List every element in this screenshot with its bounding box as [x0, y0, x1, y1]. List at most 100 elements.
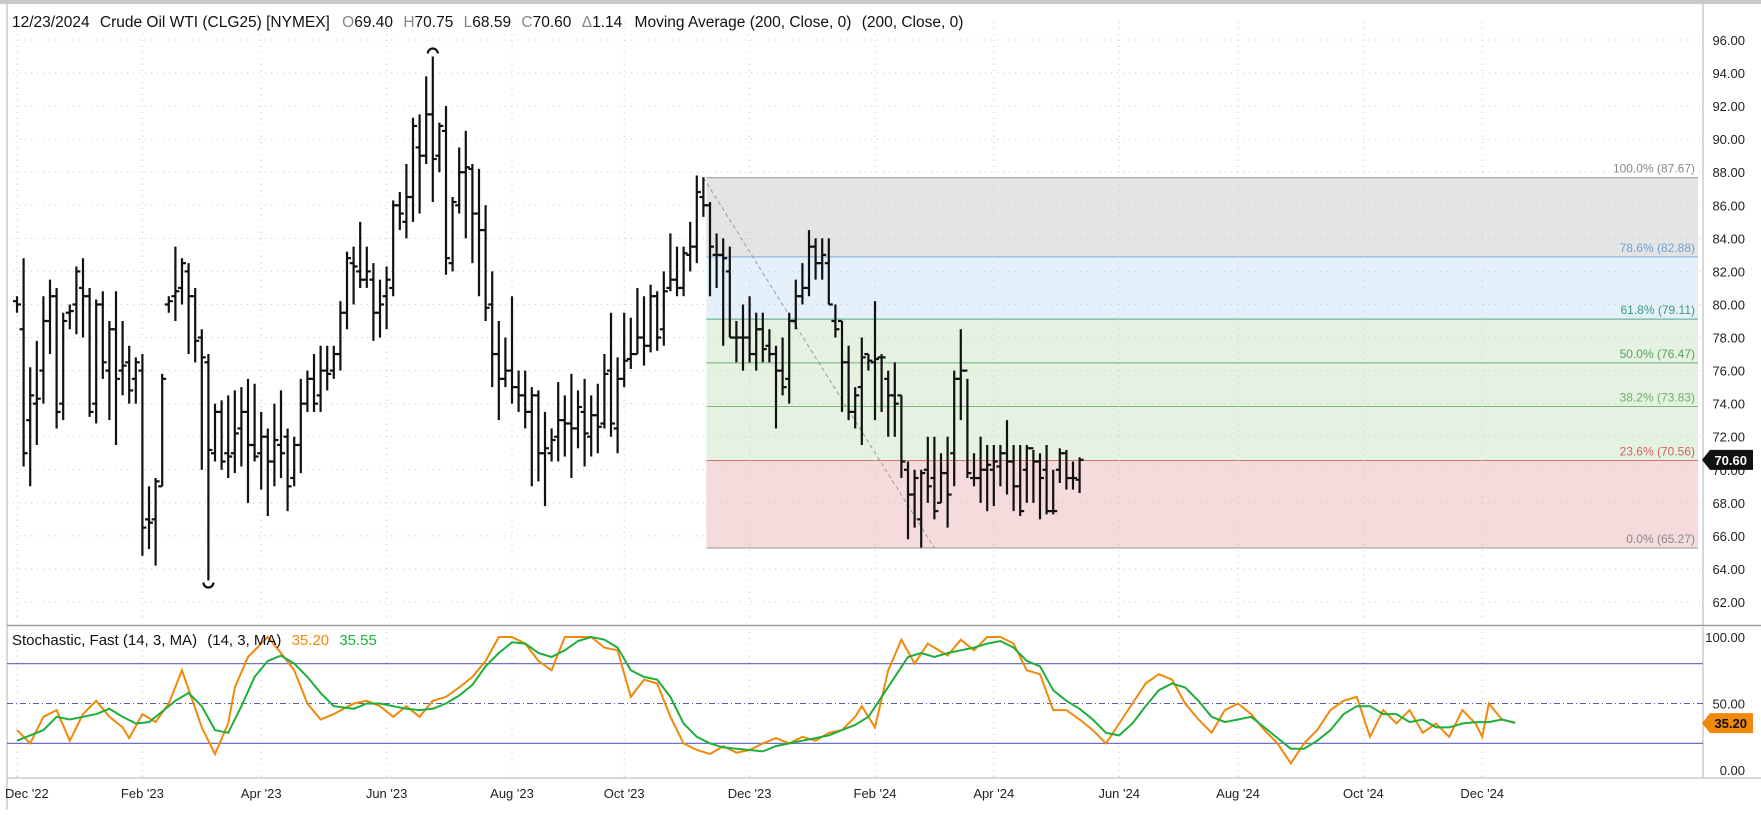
header-change-label: Δ: [582, 14, 592, 31]
header-open-value: 69.40: [354, 14, 393, 31]
ohlc-bar: [85, 287, 94, 417]
ohlc-bar: [409, 117, 417, 222]
time-tick-label: Dec '23: [728, 786, 772, 801]
last-price-value: 70.60: [1714, 453, 1747, 468]
header-close-value: 70.60: [533, 14, 572, 31]
ohlc-bar: [151, 478, 160, 566]
header-low-value: 68.59: [472, 14, 511, 31]
fibonacci-retracement[interactable]: 100.0% (87.67) 78.6% (82.88) 61.8% (79.11)…: [702, 162, 1698, 549]
ohlc-bar: [541, 411, 549, 507]
time-tick-label: Dec '24: [1460, 786, 1504, 801]
time-tick-label: Dec '22: [5, 786, 49, 801]
ohlc-bar: [52, 287, 61, 429]
ohlc-bar: [72, 266, 81, 335]
ohlc-bar: [283, 428, 292, 512]
ohlc-bar: [1069, 461, 1077, 490]
ohlc-bar: [250, 383, 259, 462]
header-close-label: C: [521, 14, 532, 31]
ohlc-bar: [125, 345, 134, 404]
ohlc-bar: [395, 192, 404, 231]
fib-level-label: 100.0% (87.67): [1613, 162, 1695, 176]
ohlc-bar: [620, 312, 629, 388]
ohlc-bar: [197, 329, 206, 470]
fib-level-label: 0.0% (65.27): [1626, 532, 1695, 546]
ohlc-bar: [547, 428, 556, 462]
time-tick-label: Apr '24: [973, 786, 1014, 801]
price-tick-label: 68.00: [1712, 496, 1745, 511]
ohlc-bar: [600, 354, 609, 429]
last-price-badge: [1702, 449, 1753, 470]
fib-zone-78-6: [706, 256, 1698, 320]
ohlc-bar: [983, 444, 992, 512]
price-grid: [7, 22, 1703, 778]
header-high-label: H: [403, 14, 414, 31]
ohlc-bar: [481, 205, 490, 321]
ohlc-bar: [989, 444, 998, 507]
ohlc-bar: [963, 369, 972, 479]
fib-level-label: 23.6% (70.56): [1620, 445, 1695, 459]
time-tick-label: Oct '23: [604, 786, 645, 801]
ohlc-bar: [719, 238, 728, 346]
header-study-params: (200, Close, 0): [862, 14, 964, 31]
header-legend: 12/23/2024 Crude Oil WTI (CLG25) [NYMEX]…: [12, 14, 963, 31]
ohlc-bar: [857, 337, 866, 445]
stochastic-params: (14, 3, MA): [207, 632, 281, 649]
ohlc-bar: [831, 304, 840, 338]
fib-zone-61-8: [706, 319, 1698, 363]
ohlc-bar: [178, 258, 186, 305]
ohlc-bar: [1075, 457, 1084, 494]
time-tick-label: Feb '24: [854, 786, 897, 801]
ohlc-bar: [897, 394, 906, 479]
ohlc-bar: [824, 238, 833, 306]
price-tick-label: 66.00: [1712, 529, 1745, 544]
time-axis[interactable]: Dec '22 Feb '23 Apr '23 Jun '23 Aug '23 Oct '…: [5, 786, 1504, 801]
stochastic-d-line: [16, 635, 1516, 753]
ohlc-bar: [435, 122, 444, 173]
stochastic-tick-label: 100.00: [1705, 630, 1745, 645]
ohlc-bar: [323, 345, 332, 391]
price-tick-label: 88.00: [1712, 165, 1745, 180]
price-tick-label: 90.00: [1712, 132, 1745, 147]
price-tick-label: 76.00: [1712, 364, 1745, 379]
ohlc-bar: [1036, 453, 1044, 520]
header-low-label: L: [464, 14, 473, 31]
price-tick-label: 92.00: [1712, 99, 1745, 114]
header-high-value: 70.75: [415, 14, 454, 31]
ohlc-bar: [131, 357, 140, 404]
ohlc-bar: [580, 378, 589, 467]
price-tick-label: 96.00: [1712, 33, 1745, 48]
ohlc-bar: [428, 56, 437, 202]
ohlc-bar: [930, 436, 939, 520]
price-axis[interactable]: 62.0064.0066.0068.0070.0072.0074.0076.00…: [1702, 4, 1753, 625]
swing-low-marker: [202, 582, 215, 589]
ohlc-bar: [191, 287, 200, 363]
ohlc-bar: [442, 106, 450, 275]
time-tick-label: Apr '23: [241, 786, 282, 801]
fib-trendline[interactable]: [702, 177, 935, 549]
ohlc-bar: [277, 390, 285, 479]
ohlc-bar: [864, 352, 873, 371]
ohlc-bar: [448, 197, 457, 272]
ohlc-bar: [230, 390, 239, 474]
ohlc-bar: [217, 400, 226, 470]
stochastic-k-line: [16, 635, 1516, 766]
fib-zone-38-2: [706, 406, 1698, 461]
ohlc-bar: [98, 291, 107, 379]
fib-level-label: 38.2% (73.83): [1620, 390, 1695, 404]
ohlc-bar: [310, 354, 318, 412]
price-tick-label: 72.00: [1712, 430, 1745, 445]
price-tick-label: 80.00: [1712, 297, 1745, 312]
ohlc-bar: [706, 201, 714, 297]
price-tick-label: 78.00: [1712, 331, 1745, 346]
ohlc-bar: [890, 362, 899, 437]
stochastic-legend: Stochastic, Fast (14, 3, MA) (14, 3, MA)…: [12, 632, 377, 649]
fib-level-label: 61.8% (79.11): [1621, 303, 1696, 317]
ohlc-bar: [607, 312, 615, 437]
ohlc-bar: [778, 337, 787, 396]
stochastic-last-badge: [1702, 713, 1753, 734]
stochastic-tick-label: 0.00: [1720, 763, 1745, 778]
ohlc-bar: [349, 246, 358, 305]
price-tick-label: 82.00: [1712, 264, 1745, 279]
